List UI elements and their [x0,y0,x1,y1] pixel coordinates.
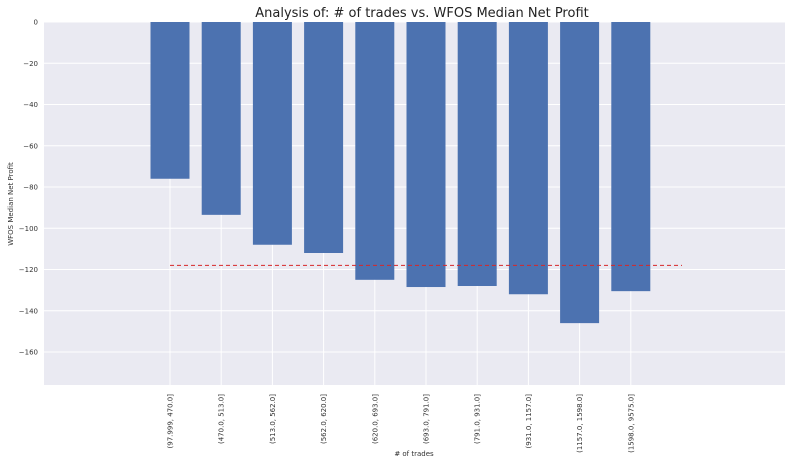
y-tick-label: −80 [23,184,38,192]
y-tick-label: −20 [23,60,38,68]
bar [611,22,651,292]
chart-title: Analysis of: # of trades vs. WFOS Median… [255,6,588,21]
bar [406,22,446,288]
x-tick-label: (513.0, 562.0] [269,394,277,444]
y-tick-label: −100 [19,225,38,233]
x-tick-label: (97.999, 470.0] [167,394,175,449]
y-tick-label: −120 [19,266,38,274]
bar [508,22,548,295]
bars [150,22,651,324]
y-tick-label: −140 [19,307,38,315]
bar [560,22,600,324]
x-tick-label: (470.0, 513.0] [218,394,226,444]
bar [252,22,292,245]
x-tick-label: (1157.0, 1598.0] [576,394,584,453]
y-tick-label: −40 [23,101,38,109]
x-tick-label: (693.0, 791.0] [423,394,431,444]
y-axis-label: WFOS Median Net Profit [7,162,15,246]
x-tick-label: (931.0, 1157.0] [525,394,533,449]
bar [355,22,395,280]
y-axis-ticks: 0 −20 −40 −60 −80 −100 −120 −140 −160 [19,19,38,357]
bar [304,22,344,253]
bar [201,22,241,215]
x-axis-label: # of trades [394,450,434,458]
x-tick-label: (620.0, 693.0] [371,394,379,444]
bar [150,22,190,179]
x-tick-label: (791.0, 931.0] [474,394,482,444]
y-tick-label: −160 [19,349,38,357]
x-axis-ticks: (97.999, 470.0] (470.0, 513.0] (513.0, 562… [167,394,636,453]
x-tick-label: (1598.0, 9575.0] [627,394,635,453]
x-tick-label: (562.0, 620.0] [320,394,328,444]
y-tick-label: −60 [23,142,38,150]
y-tick-label: 0 [34,19,38,27]
bar [457,22,497,286]
